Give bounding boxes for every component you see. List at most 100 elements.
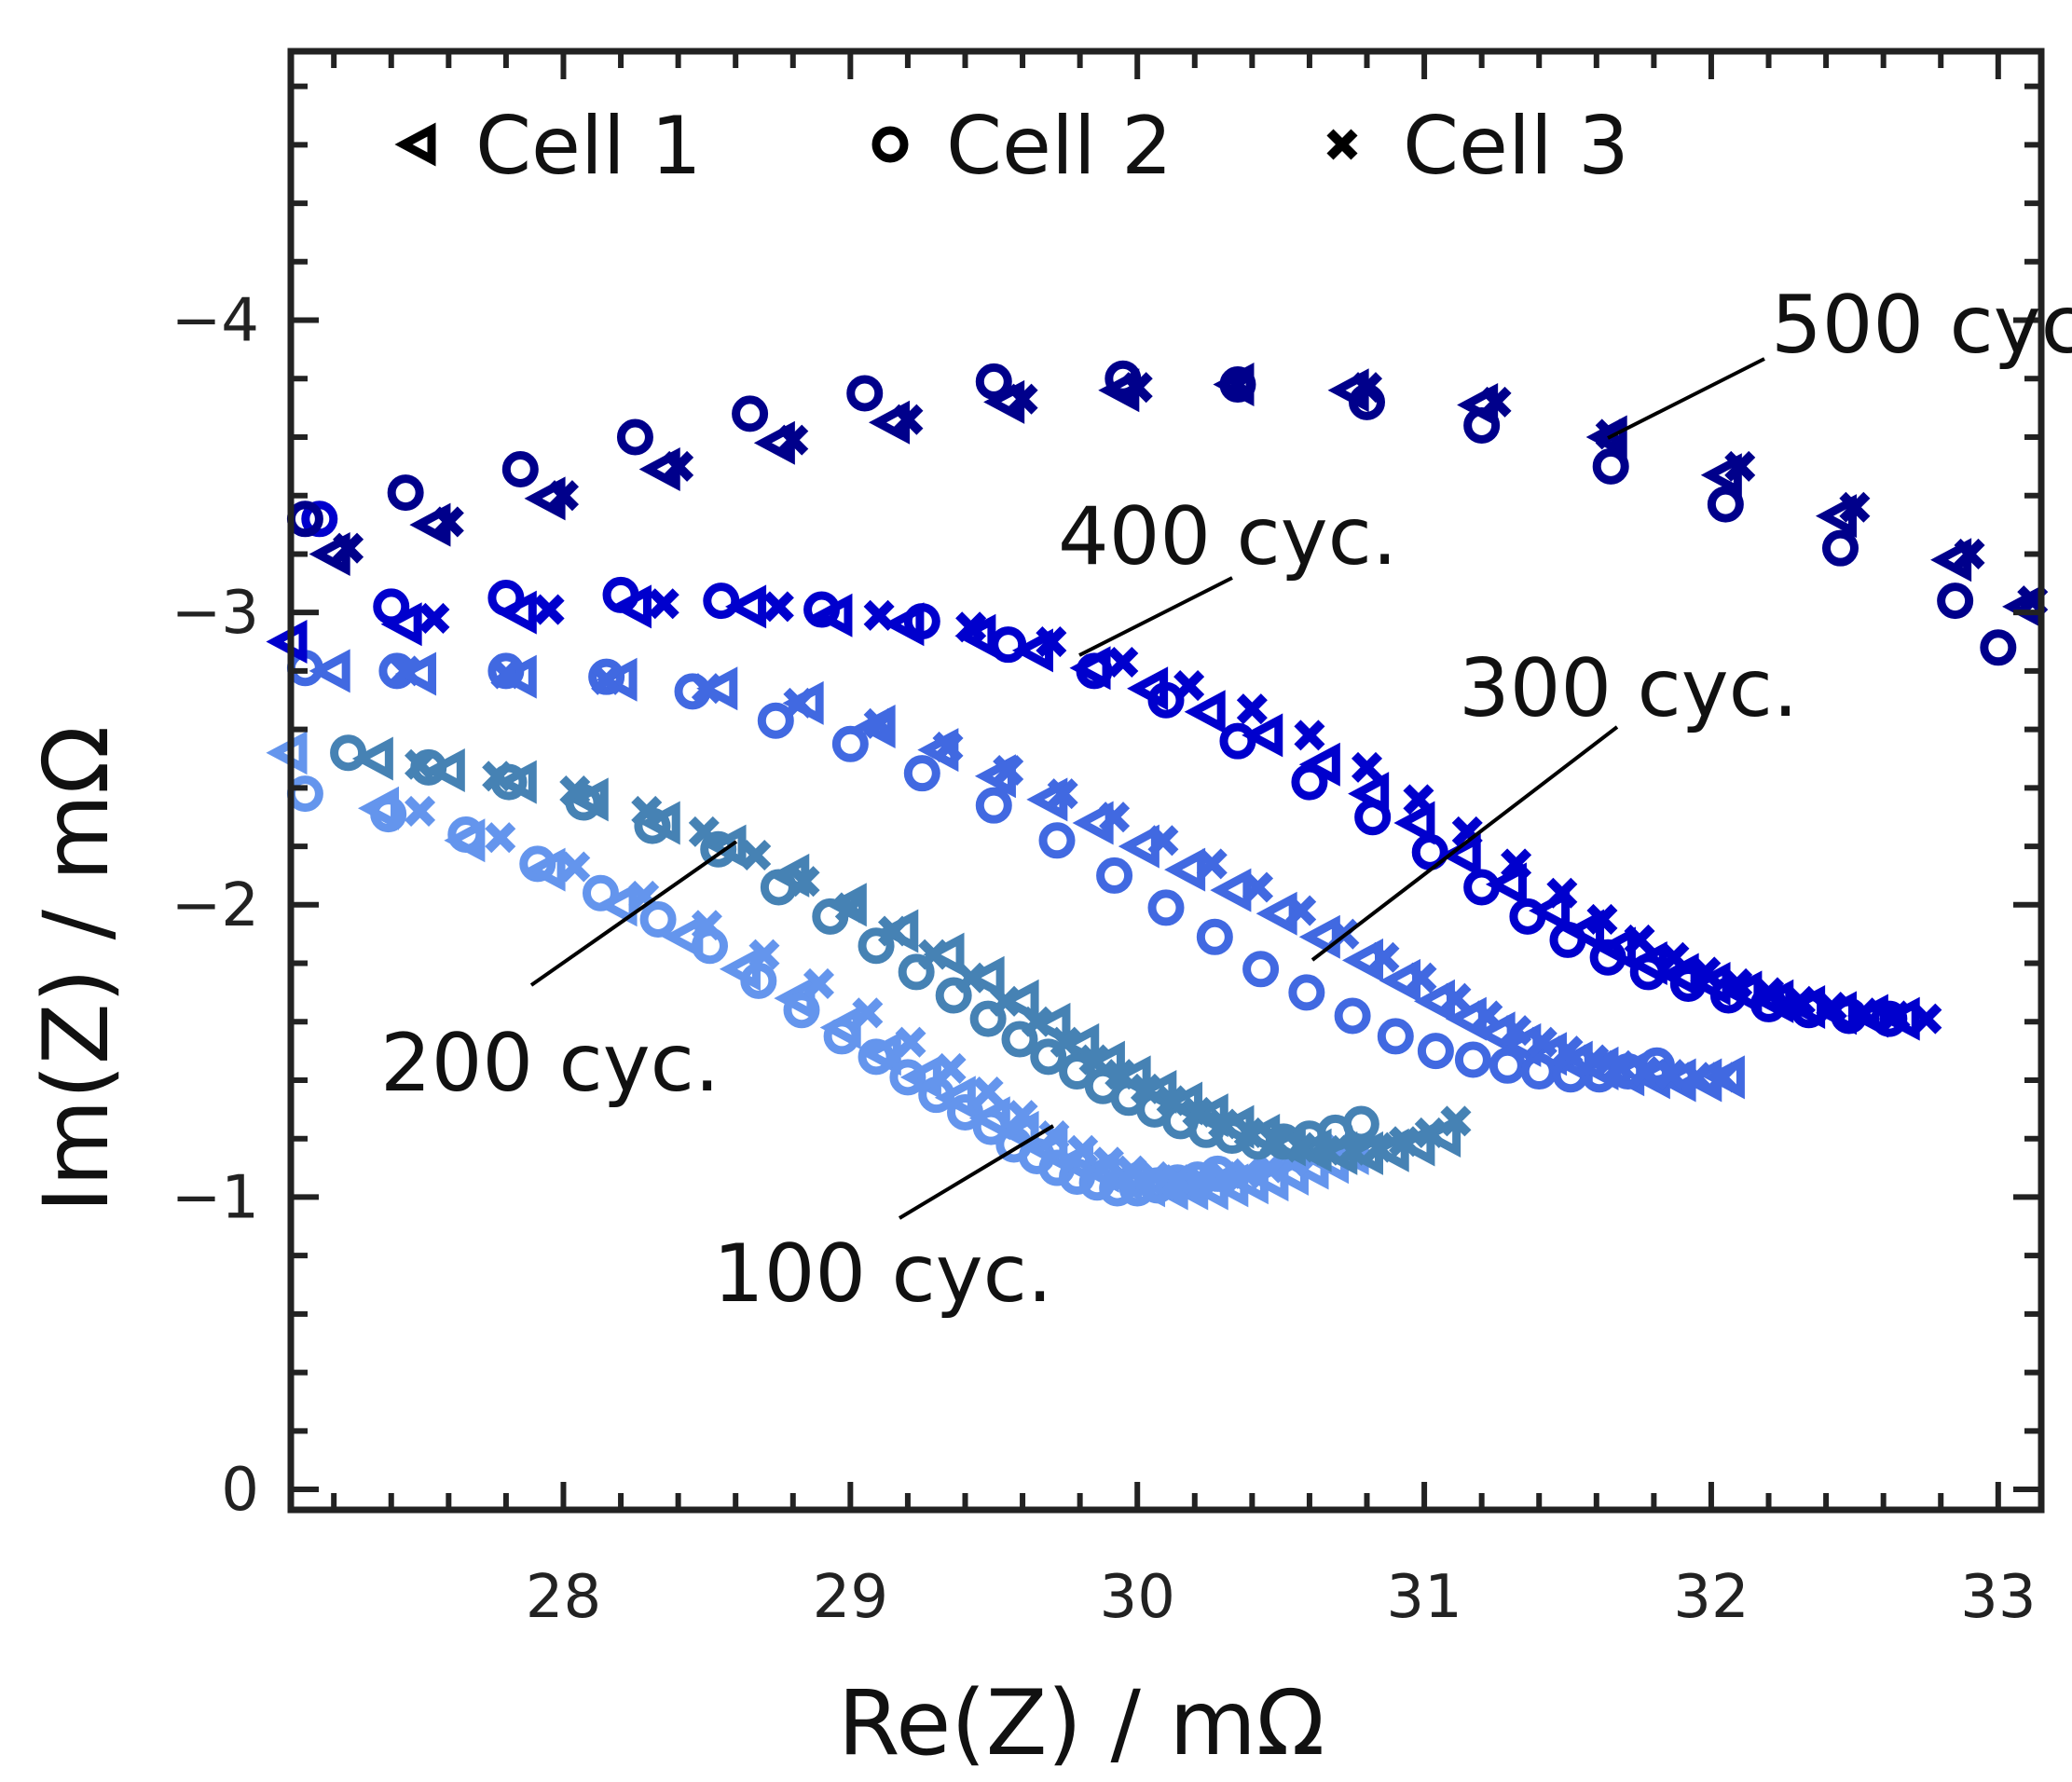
- data-point-cell-3: [688, 816, 720, 847]
- leader-line-300: [1310, 725, 1619, 962]
- data-point-cell-2: [858, 1038, 895, 1076]
- data-point-cell-3: [1501, 848, 1532, 880]
- data-point-cell-2: [889, 1059, 926, 1096]
- data-point-cell-3: [1310, 1134, 1342, 1166]
- data-point-cell-2: [1096, 857, 1133, 894]
- x-tick-label: 30: [1099, 1563, 1174, 1632]
- data-point-cell-3: [1208, 1160, 1240, 1192]
- data-point-cell-2: [1980, 629, 2017, 666]
- data-point-cell-2: [783, 992, 820, 1029]
- x-tick-label: 29: [813, 1563, 888, 1632]
- data-point-cell-2: [588, 658, 625, 695]
- y-tick-label: −3: [172, 579, 259, 648]
- annotation-300-cyc: 300 cyc.: [1459, 642, 1798, 735]
- data-point-cell-1: [963, 955, 1005, 1000]
- leader-line-100: [898, 1124, 1055, 1220]
- data-point-cell-2: [946, 1093, 983, 1131]
- data-point-cell-2: [1219, 366, 1256, 404]
- data-point-cell-3: [1414, 1117, 1446, 1148]
- data-point-cell-1: [1184, 690, 1226, 734]
- data-point-cell-3: [1629, 1056, 1661, 1088]
- data-point-cell-1: [1393, 801, 1435, 845]
- data-point-cell-2: [1030, 1038, 1067, 1076]
- data-point-cell-3: [1156, 1085, 1187, 1117]
- data-point-cell-3: [1099, 802, 1131, 833]
- data-point-cell-3: [490, 658, 522, 690]
- data-point-cell-2: [1147, 889, 1185, 926]
- y-tick-label: −2: [172, 871, 259, 940]
- data-point-cell-2: [1377, 1018, 1414, 1055]
- data-point-cell-3: [691, 673, 722, 705]
- data-point-cell-1: [997, 1110, 1039, 1155]
- data-point-cell-2: [1592, 447, 1629, 485]
- axes-layer: 28 29 30 31 32 33 0 −1 −2 −3 −4: [172, 48, 2045, 1632]
- data-point-cell-2: [1821, 529, 1859, 567]
- data-point-cell-3: [834, 892, 866, 924]
- data-point-cell-2: [1059, 1053, 1096, 1090]
- data-point-cell-3: [1182, 1096, 1214, 1129]
- data-point-cell-3: [405, 748, 436, 780]
- data-point-cell-3: [955, 611, 987, 643]
- data-point-cell-2: [1242, 951, 1280, 988]
- data-point-cell-3: [1546, 877, 1578, 909]
- data-point-cell-3: [1472, 1000, 1503, 1032]
- data-point-cell-3: [877, 915, 910, 947]
- data-point-cell-3: [648, 588, 679, 620]
- data-point-cell-3: [1222, 368, 1254, 401]
- data-point-cell-2: [700, 830, 737, 868]
- data-point-cell-3: [1655, 1059, 1687, 1090]
- data-point-cell-2: [1629, 953, 1667, 991]
- data-point-cell-3: [1658, 941, 1690, 973]
- data-point-cell-3: [1879, 1000, 1911, 1032]
- data-point-cell-1: [351, 736, 393, 781]
- data-point-cell-3: [1388, 1126, 1420, 1158]
- data-point-cell-3: [863, 707, 895, 739]
- data-point-cell-3: [1451, 816, 1483, 847]
- data-point-cell-3: [1501, 1015, 1532, 1047]
- data-point-cell-2: [846, 375, 884, 412]
- data-point-cell-3: [559, 851, 591, 883]
- data-point-cell-2: [1105, 360, 1142, 397]
- y-tick-label: −4: [172, 287, 259, 356]
- data-point-cell-2: [616, 418, 653, 456]
- data-point-cell-2: [1937, 583, 1974, 620]
- data-point-cell-3: [1440, 1105, 1472, 1137]
- data-point-cell-3: [1078, 1044, 1110, 1076]
- data-point-cell-3: [863, 599, 895, 631]
- data-point-cell-2: [903, 755, 940, 792]
- data-point-cell-3: [1839, 491, 1871, 523]
- data-point-cell-2: [330, 734, 367, 772]
- data-point-cell-3: [1259, 1126, 1291, 1158]
- annotation-layer: [529, 357, 1765, 1220]
- data-point-cell-3: [1021, 1006, 1052, 1037]
- data-point-cell-2: [1411, 833, 1448, 870]
- data-point-cell-2: [1219, 722, 1256, 760]
- x-tick-label: 31: [1386, 1563, 1461, 1632]
- data-point-cell-3: [1230, 1158, 1262, 1189]
- data-point-cell-3: [1007, 383, 1038, 415]
- data-point-cell-1: [1439, 832, 1481, 877]
- data-point-cell-3: [1047, 778, 1078, 810]
- data-point-cell-3: [1196, 848, 1228, 880]
- data-point-cell-3: [1036, 625, 1067, 658]
- legend-circle-icon: [871, 126, 909, 163]
- data-point-cell-3: [892, 404, 924, 435]
- data-point-cell-2: [602, 576, 639, 613]
- series-group-500-cyc: [286, 360, 2049, 666]
- data-point-cell-2: [1291, 763, 1328, 801]
- data-point-cell-3: [1233, 1117, 1265, 1148]
- data-point-cell-3: [591, 664, 623, 695]
- series-group-100-cyc: [266, 731, 1369, 1211]
- data-point-cell-1: [997, 979, 1039, 1023]
- data-point-cell-2: [903, 603, 940, 640]
- data-point-cell-2: [975, 787, 1012, 824]
- data-point-cell-1: [1242, 713, 1283, 758]
- data-point-cell-2: [858, 927, 895, 965]
- annotation-100-cyc: 100 cyc.: [713, 1227, 1052, 1321]
- data-point-cell-3: [432, 506, 464, 538]
- data-point-cell-3: [1816, 992, 1847, 1023]
- data-point-cell-3: [852, 997, 884, 1029]
- x-tick-label: 28: [526, 1563, 601, 1632]
- data-point-cell-3: [789, 866, 820, 898]
- x-tick-label: 32: [1673, 1563, 1749, 1632]
